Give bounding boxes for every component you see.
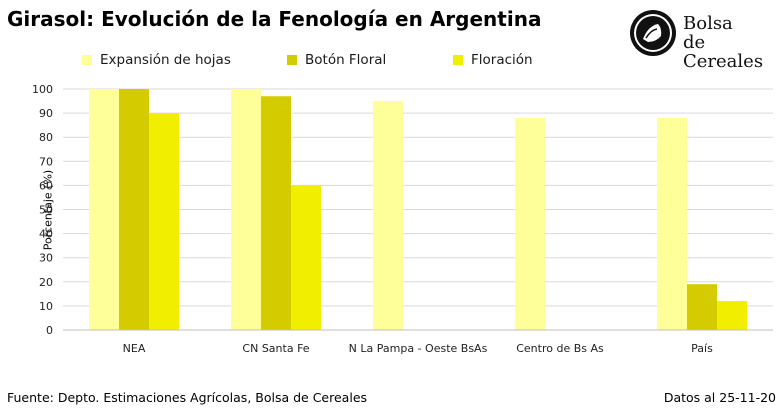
bar-floracion [149, 113, 179, 330]
logo-line-1: Bolsa [683, 13, 733, 34]
y-tick-label: 90 [39, 107, 53, 120]
bar-floracion [717, 301, 747, 330]
bar-boton-floral [261, 96, 291, 330]
data-date: Datos al 25-11-20 [663, 390, 776, 405]
bolsa-de-cereales-logo: Bolsa de Cereales [628, 8, 778, 71]
chart-title: Girasol: Evolución de la Fenología en Ar… [7, 7, 542, 31]
source-note: Fuente: Depto. Estimaciones Agrícolas, B… [7, 390, 368, 405]
logo-text: Bolsa de Cereales [683, 14, 778, 71]
logo-line-2: de Cereales [683, 32, 764, 72]
bar-expansion [89, 89, 119, 330]
legend-swatch [287, 55, 297, 65]
y-tick-label: 50 [39, 204, 53, 217]
bar-expansion [515, 117, 545, 330]
y-tick-label: 40 [39, 228, 53, 241]
legend-swatch [82, 55, 92, 65]
x-tick-label: CN Santa Fe [242, 342, 309, 355]
y-tick-label: 80 [39, 131, 53, 144]
x-tick-label: País [691, 342, 713, 355]
bar-floracion [291, 185, 321, 330]
bar-boton-floral [119, 89, 149, 330]
bar-expansion [657, 117, 687, 330]
y-tick-label: 0 [46, 324, 53, 337]
y-tick-label: 100 [32, 83, 53, 96]
x-tick-label: N La Pampa - Oeste BsAs [349, 342, 488, 355]
x-tick-label: NEA [123, 342, 146, 355]
seal-icon [630, 10, 676, 56]
y-tick-label: 30 [39, 252, 53, 265]
legend-label: Botón Floral [305, 52, 387, 68]
bar-expansion [373, 101, 403, 330]
legend-label: Floración [471, 52, 533, 68]
legend-item: Expansión de hojas [82, 52, 231, 68]
bar-boton-floral [687, 284, 717, 330]
legend-item: Botón Floral [287, 52, 386, 68]
y-tick-label: 60 [39, 179, 53, 192]
x-tick-label: Centro de Bs As [516, 342, 604, 355]
y-tick-label: 20 [39, 276, 53, 289]
legend-item: Floración [453, 52, 533, 68]
y-tick-label: 70 [39, 155, 53, 168]
y-tick-label: 10 [39, 300, 53, 313]
legend-label: Expansión de hojas [100, 52, 231, 68]
legend-swatch [453, 55, 463, 65]
bar-expansion [231, 89, 261, 330]
